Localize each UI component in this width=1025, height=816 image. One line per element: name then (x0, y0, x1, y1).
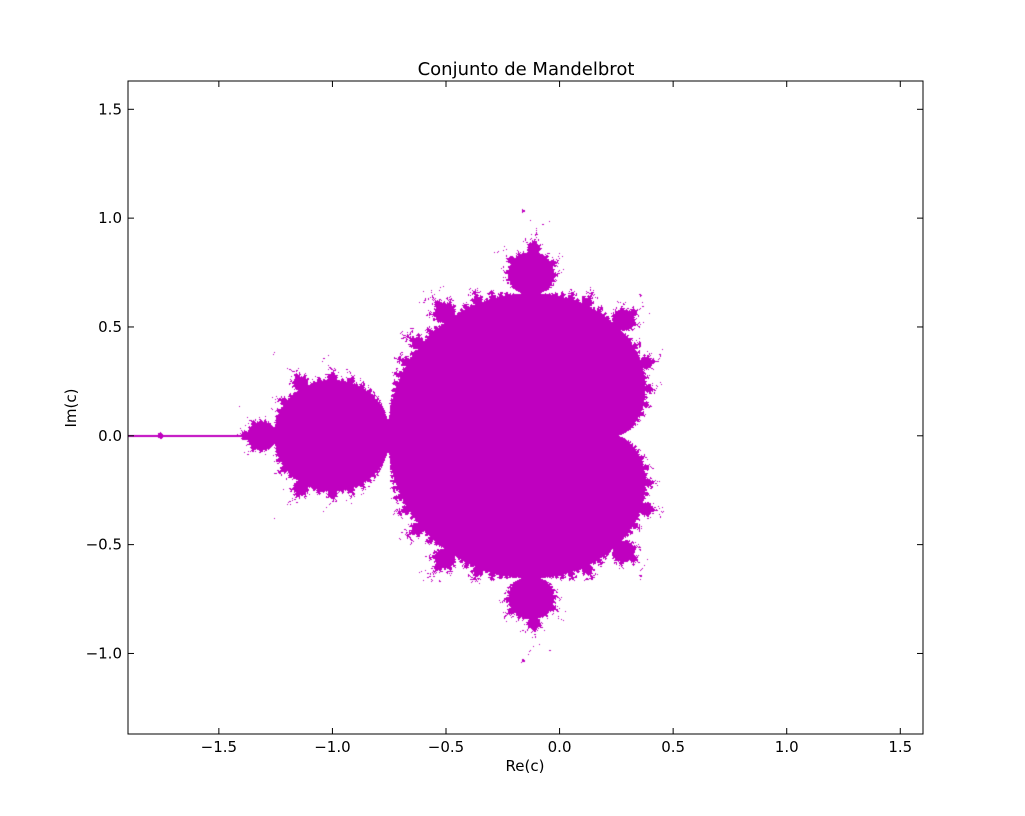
plot-area (127, 80, 924, 735)
x-tick-label: 1.0 (775, 738, 799, 756)
chart-title: Conjunto de Mandelbrot (418, 59, 635, 80)
y-tick-label: −1.0 (86, 644, 122, 662)
y-tick-label: 1.5 (98, 100, 122, 118)
plot-frame (127, 80, 924, 735)
x-tick-label: −1.5 (201, 738, 237, 756)
y-axis-label: Im(c) (62, 389, 80, 428)
mandelbrot-set-image (128, 81, 923, 734)
x-axis: −1.5 −1.0 −0.5 0.0 0.5 1.0 1.5 (201, 81, 912, 756)
y-tick-label: 0.5 (98, 318, 122, 336)
x-tick-label: −0.5 (428, 738, 464, 756)
y-tick-label: −0.5 (86, 536, 122, 554)
x-tick-label: 0.5 (661, 738, 685, 756)
y-axis: −1.0 −0.5 0.0 0.5 1.0 1.5 (86, 100, 923, 662)
x-tick-label: −1.0 (314, 738, 350, 756)
x-axis-label: Re(c) (506, 757, 545, 775)
x-tick-label: 0.0 (548, 738, 572, 756)
y-tick-label: 0.0 (98, 427, 122, 445)
x-tick-label: 1.5 (888, 738, 912, 756)
y-tick-label: 1.0 (98, 209, 122, 227)
